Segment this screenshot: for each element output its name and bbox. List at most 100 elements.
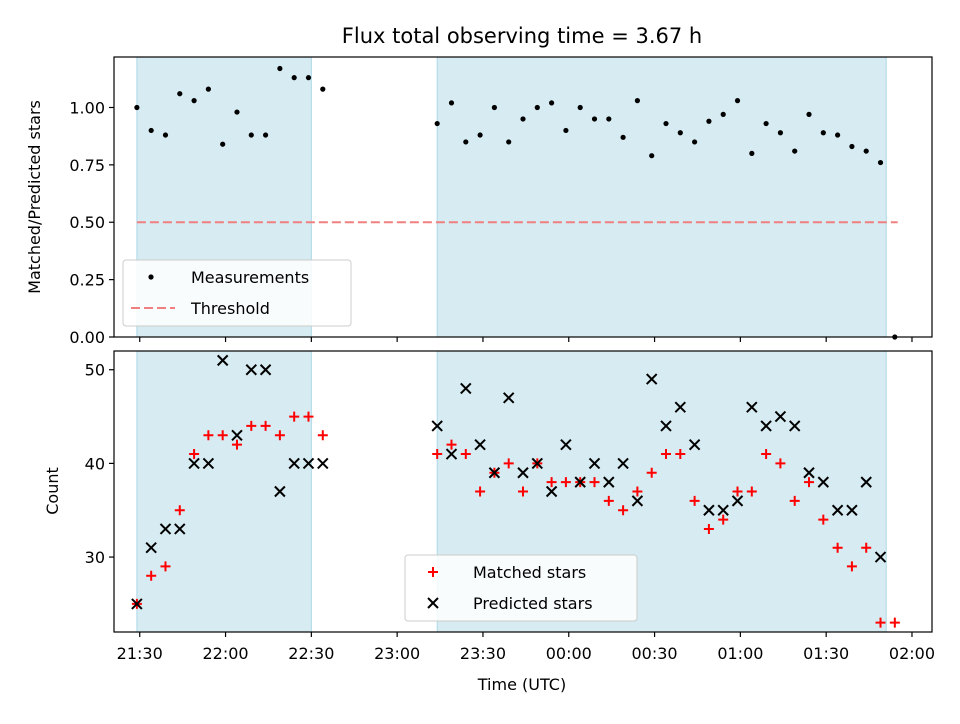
measurement-point [491, 104, 497, 111]
matched-point [560, 477, 571, 488]
matched-point [718, 514, 729, 525]
measurement-point [177, 91, 183, 97]
matched-point [432, 449, 443, 460]
measurement-point [506, 139, 512, 145]
matched-point [846, 561, 857, 572]
legend-marker-measurements [148, 274, 154, 280]
matched-point [203, 430, 214, 441]
x-tick-label: 02:00 [889, 644, 935, 663]
predicted-point [760, 420, 772, 432]
y-tick-label: 40 [85, 454, 105, 473]
measurement-point [477, 132, 483, 138]
measurement-point [234, 109, 240, 115]
measurement-point [606, 116, 612, 122]
measurement-point [320, 86, 326, 92]
predicted-point [703, 504, 715, 516]
y-tick-label: 50 [85, 361, 105, 380]
matched-point [746, 486, 757, 497]
predicted-point [131, 598, 143, 610]
matched-point [303, 411, 314, 422]
measurement-point [520, 116, 526, 122]
measurement-point [277, 65, 283, 72]
matched-point [889, 617, 900, 628]
predicted-point [288, 457, 300, 470]
measurement-point [191, 98, 197, 104]
matched-point [703, 523, 714, 534]
predicted-point [474, 438, 486, 451]
measurement-point [663, 120, 669, 127]
measurement-point [549, 100, 555, 106]
series-measurements [134, 65, 898, 340]
predicted-point [431, 420, 443, 432]
x-tick-label: 22:00 [202, 644, 248, 663]
legend: Measurements Threshold [122, 259, 352, 327]
predicted-point [202, 457, 215, 470]
y-tick-label: 0.00 [69, 328, 105, 347]
predicted-point [159, 523, 172, 535]
y-tick-label: 1.00 [69, 98, 105, 117]
predicted-point [817, 476, 830, 488]
matched-point [146, 570, 157, 581]
matched-point [632, 486, 643, 497]
predicted-point [259, 364, 272, 376]
series-predicted-stars [131, 354, 887, 610]
matched-point [761, 449, 772, 460]
measurement-point [777, 130, 784, 136]
matched-point [160, 561, 171, 572]
measurement-point [291, 75, 297, 81]
measurement-point [820, 130, 826, 136]
predicted-point [645, 373, 658, 385]
measurement-point [835, 132, 841, 138]
measurement-point [305, 75, 312, 81]
predicted-point [588, 457, 601, 470]
predicted-point [717, 504, 729, 516]
matched-point [289, 411, 300, 422]
predicted-point [746, 401, 758, 413]
measurement-point [763, 120, 769, 127]
predicted-point [445, 448, 458, 460]
measurement-point [248, 132, 254, 138]
predicted-point [560, 438, 572, 451]
top-ylabel: Matched/Predicted stars [25, 100, 44, 294]
measurement-point [677, 130, 683, 136]
matched-point [274, 430, 285, 441]
y-tick-label: 0.50 [69, 213, 105, 232]
y-tick-label: 0.75 [69, 156, 105, 175]
x-tick-label: 00:00 [546, 644, 592, 663]
predicted-point [774, 410, 787, 423]
matched-point [518, 486, 528, 497]
legend-label: Measurements [191, 268, 309, 287]
matched-point [546, 477, 557, 488]
measurement-point [162, 132, 169, 138]
observing-window-band [436, 56, 887, 338]
predicted-point [460, 382, 472, 395]
x-tick-label: 01:30 [803, 644, 849, 663]
x-tick-label: 22:30 [288, 644, 334, 663]
matched-point [460, 449, 471, 460]
matched-point [231, 439, 242, 450]
measurement-point [134, 104, 140, 111]
predicted-point [831, 504, 844, 516]
predicted-point [231, 429, 243, 442]
matched-point [775, 458, 786, 469]
measurement-point [692, 139, 698, 145]
predicted-point [603, 476, 615, 488]
predicted-point [846, 504, 858, 516]
predicted-point [302, 457, 315, 470]
predicted-point [874, 551, 887, 563]
x-tick-label: 23:30 [460, 644, 506, 663]
predicted-point [216, 354, 229, 367]
matched-point [789, 495, 800, 506]
chart-title: Flux total observing time = 3.67 h [342, 24, 702, 48]
measurement-point [448, 100, 455, 106]
predicted-point [531, 457, 544, 470]
predicted-point [674, 401, 687, 413]
legend-label: Threshold [190, 299, 270, 318]
legend-label: Predicted stars [473, 594, 593, 613]
predicted-point [502, 392, 515, 404]
measurement-point [706, 118, 712, 124]
measurement-point [863, 148, 869, 154]
matched-point [446, 439, 457, 450]
predicted-point [174, 523, 186, 535]
